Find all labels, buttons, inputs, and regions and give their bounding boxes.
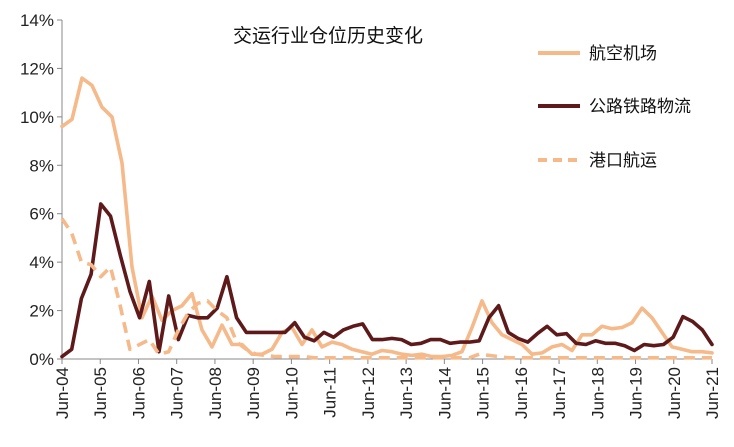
x-tick-label: Jun-12: [359, 367, 378, 419]
x-tick-label: Jun-06: [129, 367, 148, 419]
legend-label-0: 航空机场: [589, 44, 657, 64]
legend-label-2: 港口航运: [589, 151, 657, 171]
x-tick-label: Jun-11: [321, 367, 340, 418]
series-line-1: [60, 202, 714, 359]
x-tick-label: Jun-21: [703, 367, 722, 419]
x-tick-label: Jun-08: [206, 367, 225, 419]
y-tick-label: 10%: [20, 108, 54, 127]
y-tick-label: 12%: [20, 59, 54, 78]
y-axis-ticks: 0% 2% 4% 6% 8% 10% 12% 14%: [20, 11, 62, 369]
x-tick-label: Jun-18: [588, 367, 607, 419]
x-axis-ticks: Jun-04 Jun-05 Jun-06 Jun-07 Jun-08 Jun-09 Jun-…: [53, 359, 722, 419]
x-tick-label: Jun-17: [550, 367, 569, 419]
y-tick-label: 2%: [29, 302, 54, 321]
x-tick-label: Jun-04: [53, 367, 72, 419]
x-tick-label: Jun-09: [244, 367, 263, 419]
series-line-2: [60, 217, 712, 360]
x-tick-label: Jun-16: [512, 367, 531, 419]
x-tick-label: Jun-15: [474, 367, 493, 419]
x-tick-label: Jun-20: [665, 367, 684, 419]
y-tick-label: 4%: [29, 253, 54, 272]
y-tick-label: 8%: [29, 156, 54, 175]
series-layer: [60, 76, 714, 360]
x-tick-label: Jun-05: [91, 367, 110, 419]
x-tick-label: Jun-14: [435, 367, 454, 419]
y-tick-label: 0%: [29, 350, 54, 369]
legend-label-1: 公路铁路物流: [589, 97, 691, 117]
axes: [61, 20, 712, 360]
x-tick-label: Jun-13: [397, 367, 416, 419]
x-tick-label: Jun-10: [282, 367, 301, 419]
x-tick-label: Jun-19: [627, 367, 646, 419]
y-tick-label: 14%: [20, 11, 54, 30]
x-tick-label: Jun-07: [168, 367, 187, 419]
series-line-0: [60, 76, 714, 359]
y-tick-label: 6%: [29, 205, 54, 224]
chart-title: 交运行业仓位历史变化: [233, 25, 423, 47]
